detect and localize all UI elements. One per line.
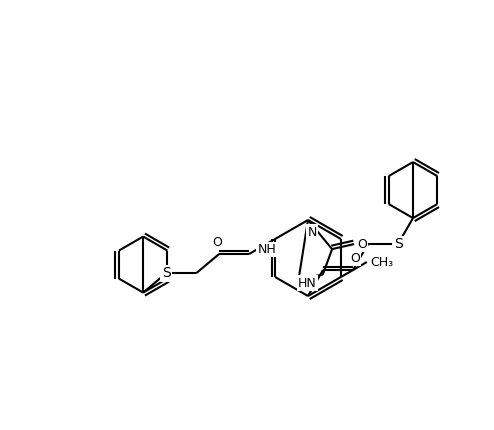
Text: O: O xyxy=(212,236,222,249)
Text: NH: NH xyxy=(258,243,277,256)
Text: O: O xyxy=(357,238,367,251)
Text: S: S xyxy=(394,237,403,251)
Text: CH₃: CH₃ xyxy=(370,255,393,268)
Text: N: N xyxy=(307,225,317,239)
Text: HN: HN xyxy=(298,276,317,289)
Text: O: O xyxy=(350,252,360,264)
Text: S: S xyxy=(162,266,170,280)
